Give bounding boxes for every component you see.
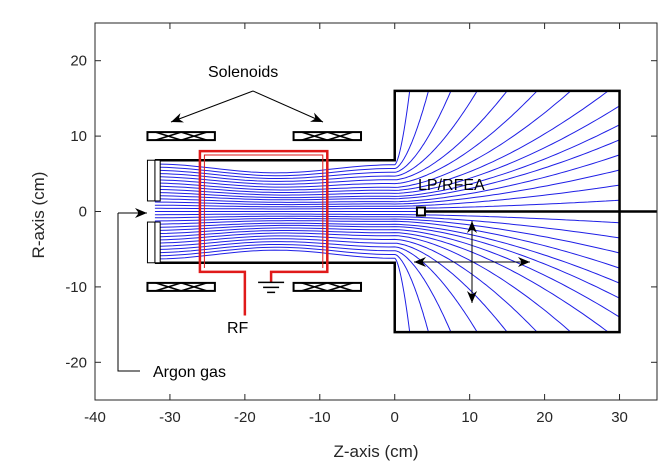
field-line: [154, 222, 620, 284]
solenoid-winding: [301, 131, 354, 141]
gas-feed-line: [117, 213, 140, 372]
annotation-arrows: [117, 90, 530, 372]
probe-arrow-down-head: [467, 291, 477, 303]
rf-antenna-inner: [203, 154, 324, 269]
y-tick-label: 0: [79, 204, 87, 221]
field-line: [154, 241, 478, 333]
field-line: [154, 90, 508, 185]
field-line: [154, 154, 620, 203]
probe-tip: [415, 206, 426, 217]
backplate-lower-inner: [154, 221, 161, 264]
rf-label: RF: [227, 320, 249, 337]
solenoids-label: Solenoids: [208, 64, 278, 81]
solenoid-arrow-right: [252, 90, 324, 123]
solenoid-winding: [155, 282, 208, 292]
backplate-upper-inner: [154, 159, 161, 202]
probe-arrow-up-head: [467, 221, 477, 233]
y-tick-label: 20: [70, 53, 87, 70]
field-line: [154, 230, 609, 333]
field-line: [154, 90, 452, 179]
field-line: [154, 227, 620, 318]
field-line: [154, 217, 620, 254]
rf-antenna: [198, 149, 329, 316]
backplate-lower: [146, 221, 156, 264]
solenoid-winding: [155, 131, 208, 141]
x-tick-label: 30: [611, 409, 628, 426]
chamber-structure: [146, 89, 657, 334]
x-tick-labels: -40 -30 -20 -10 0 10 20 30: [84, 409, 628, 426]
x-tick-label: 10: [461, 409, 478, 426]
field-line: [154, 139, 620, 201]
y-tick-labels: 20 10 0 -10 -20: [65, 53, 87, 372]
field-line: [154, 124, 620, 199]
probe-label: LP/RFEA: [418, 177, 485, 194]
field-line: [154, 246, 429, 333]
argon-gas-label: Argon gas: [153, 364, 226, 381]
field-line: [154, 90, 478, 182]
y-axis-title: R-axis (cm): [29, 172, 48, 259]
solenoid-arrow-left: [170, 90, 254, 123]
solenoid-arrow-left-head: [171, 113, 184, 123]
field-line: [154, 235, 538, 333]
field-line: [154, 105, 620, 196]
x-tick-label: 20: [536, 409, 553, 426]
gas-inlet-arrow-head: [135, 208, 147, 218]
field-line: [154, 90, 572, 191]
x-tick-label: 0: [391, 409, 399, 426]
field-line: [154, 238, 508, 333]
solenoid-winding: [301, 282, 354, 292]
backplate-upper: [146, 159, 156, 202]
field-line: [154, 90, 411, 174]
field-line: [154, 249, 411, 333]
x-tick-label: -30: [159, 409, 181, 426]
x-tick-label: -40: [84, 409, 106, 426]
probe-arrow-right-head: [518, 257, 530, 267]
x-tick-label: -10: [309, 409, 331, 426]
field-line: [154, 184, 620, 208]
field-line: [154, 244, 452, 333]
y-tick-label: 10: [70, 128, 87, 145]
field-line: [154, 224, 620, 299]
field-line: [154, 215, 620, 239]
probe-arrow-left-head: [414, 257, 426, 267]
y-tick-label: -20: [65, 354, 87, 371]
field-line: [154, 90, 538, 188]
y-tick-label: -10: [65, 279, 87, 296]
field-line: [154, 232, 572, 333]
x-tick-label: -20: [234, 409, 256, 426]
field-line: [154, 90, 429, 177]
plot-axes-box: [94, 22, 658, 401]
x-axis-title: Z-axis (cm): [334, 442, 419, 461]
solenoid-arrow-right-head: [310, 112, 323, 122]
field-line: [154, 169, 620, 206]
magnetic-field-lines: [154, 90, 620, 333]
field-line: [154, 220, 620, 269]
field-line: [154, 90, 609, 193]
